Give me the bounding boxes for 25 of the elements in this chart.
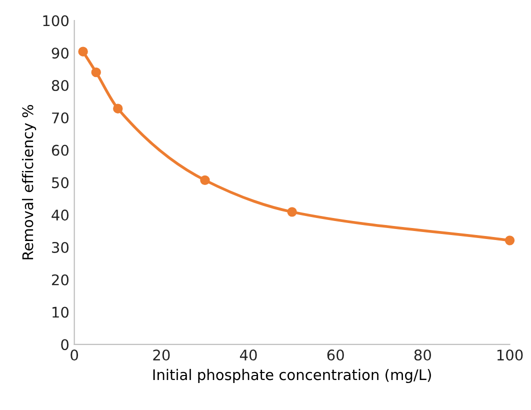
point <box>91 67 101 78</box>
point <box>200 175 210 186</box>
y-tick-label: 90 <box>52 48 69 59</box>
x-axis-title: Initial phosphate concentration (mg/L) <box>153 368 431 384</box>
y-axis-title: Removal efficiency % <box>22 104 36 260</box>
point <box>287 207 297 217</box>
y-tick-label: 20 <box>52 274 69 286</box>
y-tick-label: 60 <box>52 144 69 156</box>
x-tick-label: 0 <box>70 350 78 361</box>
y-tick-label: 70 <box>52 112 69 124</box>
y-tick-label: 50 <box>52 177 69 188</box>
x-tick-label: 100 <box>497 350 523 361</box>
y-tick-label: 40 <box>52 210 69 221</box>
point <box>113 104 123 114</box>
point <box>504 236 515 246</box>
x-tick-label: 80 <box>414 350 431 361</box>
x-tick-label: 60 <box>327 350 344 361</box>
y-tick-label: 0 <box>61 339 69 350</box>
y-tick-label: 80 <box>52 80 69 92</box>
point <box>78 46 88 56</box>
y-tick-label: 100 <box>43 15 69 26</box>
y-tick-label: 10 <box>52 306 69 318</box>
y-tick-label: 30 <box>52 242 69 253</box>
x-tick-label: 40 <box>240 350 257 361</box>
x-tick-label: 20 <box>153 350 170 361</box>
